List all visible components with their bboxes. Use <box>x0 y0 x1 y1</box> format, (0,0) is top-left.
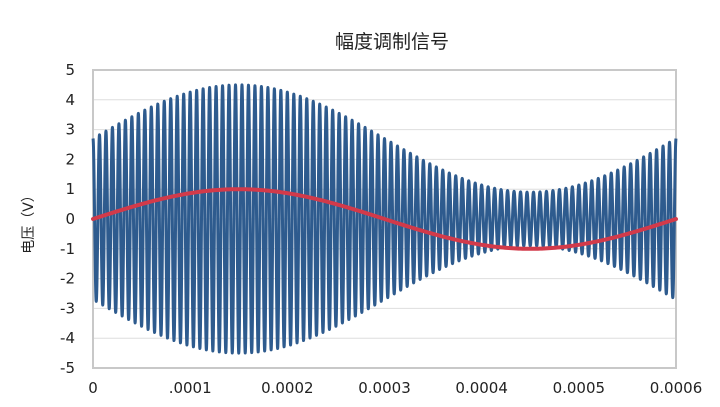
x-tick-labels: 0 .0001 0.0002 0.0003 0.0004 0.0005 0.0006 <box>88 379 702 397</box>
x-tick-label: 0.0002 <box>261 379 314 397</box>
y-tick-label: 5 <box>65 61 75 79</box>
x-tick-label: 0.0005 <box>553 379 606 397</box>
x-tick-label: 0.0003 <box>358 379 411 397</box>
x-tick-label: 0.0006 <box>650 379 703 397</box>
x-tick-label: .0001 <box>169 379 212 397</box>
y-tick-label: -5 <box>60 359 75 377</box>
y-tick-label: 2 <box>65 150 75 168</box>
y-tick-label: 4 <box>65 91 75 109</box>
y-axis-label: 电压（V） <box>21 188 37 254</box>
y-tick-label: 3 <box>65 121 75 139</box>
y-tick-label: 0 <box>65 210 75 228</box>
series-layer <box>91 83 678 355</box>
x-tick-label: 0.0004 <box>455 379 508 397</box>
chart-title: 幅度调制信号 <box>335 31 449 53</box>
y-tick-label: 1 <box>65 180 75 198</box>
x-tick-label: 0 <box>88 379 98 397</box>
y-tick-label: -4 <box>60 329 75 347</box>
series-message-line <box>91 187 678 251</box>
y-tick-label: -1 <box>60 240 75 258</box>
series-modulated-line <box>91 83 678 355</box>
y-tick-label: -3 <box>60 299 75 317</box>
y-tick-label: -2 <box>60 270 75 288</box>
y-tick-labels: 5 4 3 2 1 0 -1 -2 -3 -4 -5 <box>60 61 75 377</box>
